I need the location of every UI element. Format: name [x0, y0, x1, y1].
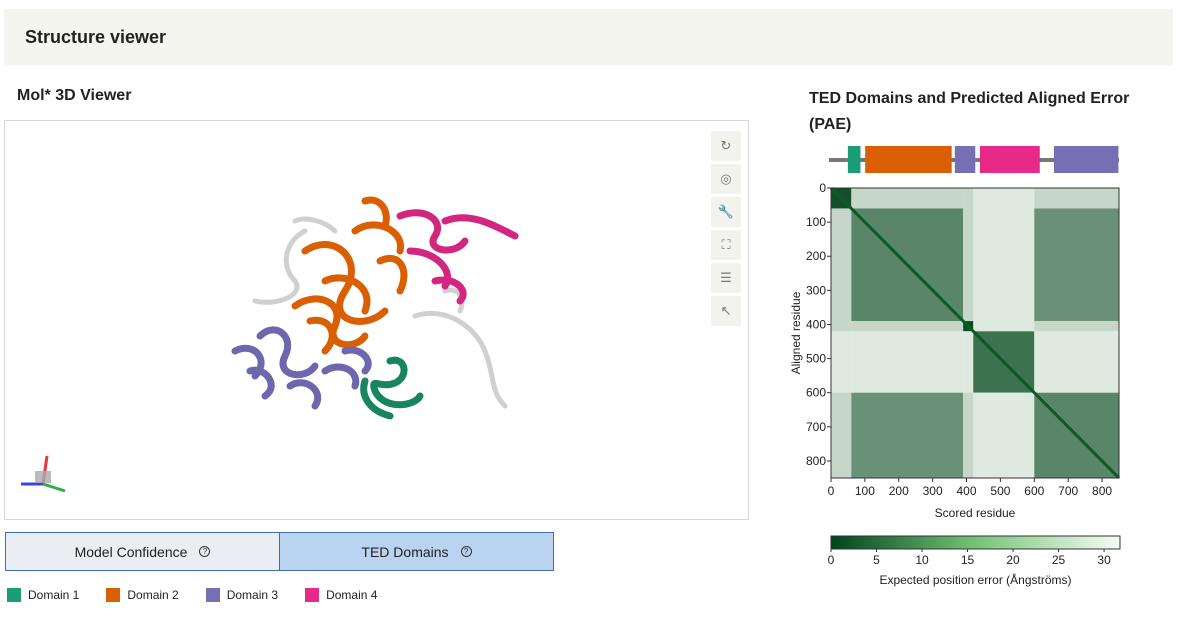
x-tick-label: 200: [889, 484, 909, 498]
viewer-toolbar: ↻ ◎ 🔧 ⛶ ☰ ↖: [711, 131, 741, 329]
protein-structure[interactable]: [5, 121, 749, 520]
heatmap-block: [973, 188, 1035, 209]
heatmap-block: [1034, 188, 1119, 209]
heatmap-block: [831, 321, 852, 332]
x-tick-label: 300: [923, 484, 943, 498]
legend-label: Domain 2: [127, 588, 179, 602]
x-tick-label: 700: [1058, 484, 1078, 498]
colorbar-tick-label: 15: [961, 553, 975, 567]
heatmap-block: [851, 321, 964, 332]
pae-heatmap-chart[interactable]: 0 0 100 100 200 200 300 300 400 400 500 500 600 600 70…: [786, 183, 1131, 528]
heatmap-block: [1034, 321, 1119, 332]
axes-widget: [21, 455, 66, 493]
legend-swatch: [106, 588, 121, 602]
pointer-icon[interactable]: ↖: [711, 296, 741, 326]
y-tick-label: 300: [806, 283, 826, 297]
wrench-icon[interactable]: 🔧: [711, 197, 741, 227]
heatmap-diagonal: [829, 186, 1121, 480]
legend-swatch: [7, 588, 21, 602]
x-tick-label: 0: [828, 484, 835, 498]
heatmap-block: [963, 188, 974, 209]
y-axis-label: Aligned residue: [789, 291, 803, 374]
page-title: Structure viewer: [25, 27, 167, 47]
domain-segment: [1053, 146, 1119, 173]
colorbar-label: Expected position error (Ångströms): [879, 572, 1071, 587]
heatmap-block: [831, 208, 852, 322]
heatmap-block: [963, 331, 974, 393]
heatmap-block: [851, 392, 964, 478]
color-mode-toggle: Model Confidence ? TED Domains ?: [5, 532, 554, 571]
legend-item: Domain 1: [7, 588, 79, 602]
colorbar-tick-label: 30: [1097, 553, 1111, 567]
pae-colorbar: 0 5 10 15 20 25 30 Expected position error (Ång…: [828, 535, 1121, 587]
colorbar-tick-label: 0: [828, 553, 835, 567]
y-tick-label: 800: [806, 454, 826, 468]
domain-segment: [865, 146, 952, 173]
colorbar-tick-label: 10: [915, 553, 929, 567]
heatmap-block: [831, 331, 852, 393]
ted-domains-button[interactable]: TED Domains ?: [280, 533, 553, 570]
x-axis-label: Scored residue: [935, 506, 1016, 520]
legend-item: Domain 4: [305, 588, 377, 602]
heatmap-block: [973, 321, 1035, 332]
domain-segment: [980, 146, 1040, 173]
pae-title: TED Domains and Predicted Aligned Error …: [809, 90, 1130, 133]
y-tick-label: 600: [806, 386, 826, 400]
model-confidence-label: Model Confidence: [74, 543, 188, 560]
heatmap-frame: [830, 187, 1120, 479]
heatmap-block: [963, 392, 974, 478]
x-tick-label: 600: [1024, 484, 1044, 498]
domain-segment: [847, 146, 861, 173]
ted-domain-track: [829, 146, 1119, 173]
legend-item: Domain 2: [106, 588, 179, 602]
legend-label: Domain 4: [326, 588, 378, 602]
model-confidence-button[interactable]: Model Confidence ?: [6, 533, 280, 570]
legend-swatch: [305, 588, 320, 602]
x-tick-label: 400: [957, 484, 977, 498]
domain-segment: [954, 146, 976, 173]
y-tick-label: 500: [806, 352, 826, 366]
settings-icon[interactable]: ☰: [711, 263, 741, 293]
ted-domains-label: TED Domains: [361, 543, 449, 560]
x-tick-label: 500: [990, 484, 1010, 498]
colorbar-tick-label: 20: [1006, 553, 1020, 567]
x-tick-label: 100: [855, 484, 875, 498]
legend-label: Domain 3: [226, 588, 279, 602]
y-tick-label: 200: [806, 249, 826, 263]
heatmap-block: [1034, 331, 1119, 393]
heatmap-block: [973, 208, 1035, 322]
header-bar: Structure viewer: [4, 9, 1173, 65]
domain-legend: Domain 1 Domain 2 Domain 3 Domain 4: [7, 588, 404, 602]
heatmap-block: [851, 331, 964, 393]
y-tick-label: 400: [806, 317, 826, 331]
y-tick-label: 0: [819, 183, 826, 195]
heatmap-block: [831, 392, 852, 478]
y-tick-label: 100: [806, 215, 826, 229]
screenshot-icon[interactable]: ◎: [711, 164, 741, 194]
viewer-title: Mol* 3D Viewer: [17, 87, 132, 104]
help-icon[interactable]: ?: [460, 546, 472, 557]
legend-swatch: [205, 588, 220, 602]
heatmap-block: [1034, 208, 1119, 322]
y-tick-label: 700: [806, 420, 826, 434]
heatmap-block: [973, 392, 1035, 478]
heatmap-block: [851, 188, 964, 209]
mol-3d-viewer[interactable]: ↻ ◎ 🔧 ⛶ ☰ ↖: [4, 120, 749, 520]
colorbar-gradient: [830, 535, 1121, 550]
help-icon[interactable]: ?: [199, 546, 211, 557]
colorbar-tick-label: 25: [1052, 553, 1066, 567]
colorbar-tick-label: 5: [873, 553, 880, 567]
legend-label: Domain 1: [28, 588, 80, 602]
x-tick-label: 800: [1092, 484, 1112, 498]
reset-icon[interactable]: ↻: [711, 131, 741, 161]
heatmap-block: [963, 208, 974, 322]
legend-item: Domain 3: [205, 588, 279, 602]
expand-icon[interactable]: ⛶: [711, 230, 741, 260]
